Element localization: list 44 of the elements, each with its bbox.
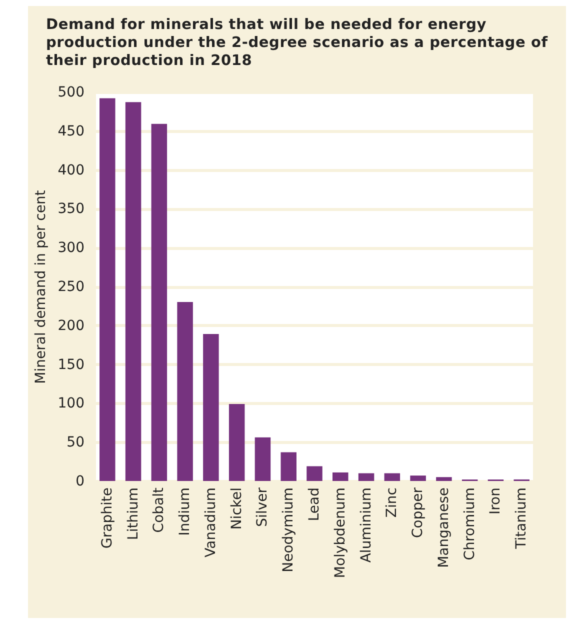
x-tick-label: Titanium xyxy=(514,488,530,550)
bar xyxy=(384,473,400,481)
x-tick-label: Cobalt xyxy=(151,486,168,533)
x-tick-label: Nickel xyxy=(228,488,245,530)
chart-title: Demand for minerals that will be needed for energy production under the 2-degree scenario as a percentage of their production in 2018 xyxy=(46,16,549,70)
bar xyxy=(125,102,142,481)
y-tick-label: 0 xyxy=(76,474,84,490)
y-tick-label: 150 xyxy=(58,356,84,373)
y-tick-label: 400 xyxy=(58,162,84,178)
bar xyxy=(228,404,245,481)
x-tick-label: Aluminium xyxy=(358,488,374,563)
x-tick-label: Silver xyxy=(254,487,271,527)
y-tick-label: 200 xyxy=(58,318,84,334)
x-tick-label: Neodymium xyxy=(280,488,297,572)
bar xyxy=(306,466,322,481)
x-tick-label: Chromium xyxy=(462,488,478,560)
x-tick-label: Vanadium xyxy=(202,488,219,558)
x-tick-label: Iron xyxy=(488,488,504,515)
x-tick-label: Zinc xyxy=(384,488,400,518)
y-tick-label: 450 xyxy=(58,123,84,140)
bar xyxy=(100,98,116,481)
x-tick-label: Molybdenum xyxy=(332,488,348,578)
x-tick-label: Lithium xyxy=(125,488,142,540)
bar xyxy=(151,124,168,481)
y-axis-title: Mineral demand in per cent xyxy=(32,190,49,384)
y-tick-label: 350 xyxy=(58,201,84,218)
x-tick-label: Copper xyxy=(410,487,426,538)
y-tick-label: 300 xyxy=(58,240,84,256)
bar xyxy=(358,473,374,481)
bar xyxy=(332,472,348,481)
bar xyxy=(203,334,219,481)
y-tick-label: 500 xyxy=(58,84,84,100)
bar xyxy=(177,302,193,481)
y-tick-label: 50 xyxy=(66,434,84,451)
x-tick-label: Indium xyxy=(177,488,194,536)
x-tick-label: Manganese xyxy=(436,488,452,568)
bar xyxy=(410,476,426,481)
y-tick-label: 250 xyxy=(58,279,84,295)
y-tick-label: 100 xyxy=(58,396,84,412)
bar xyxy=(436,477,452,481)
bar xyxy=(254,437,271,481)
x-tick-label: Graphite xyxy=(99,488,116,548)
bar xyxy=(280,452,296,481)
x-tick-label: Lead xyxy=(306,488,322,522)
